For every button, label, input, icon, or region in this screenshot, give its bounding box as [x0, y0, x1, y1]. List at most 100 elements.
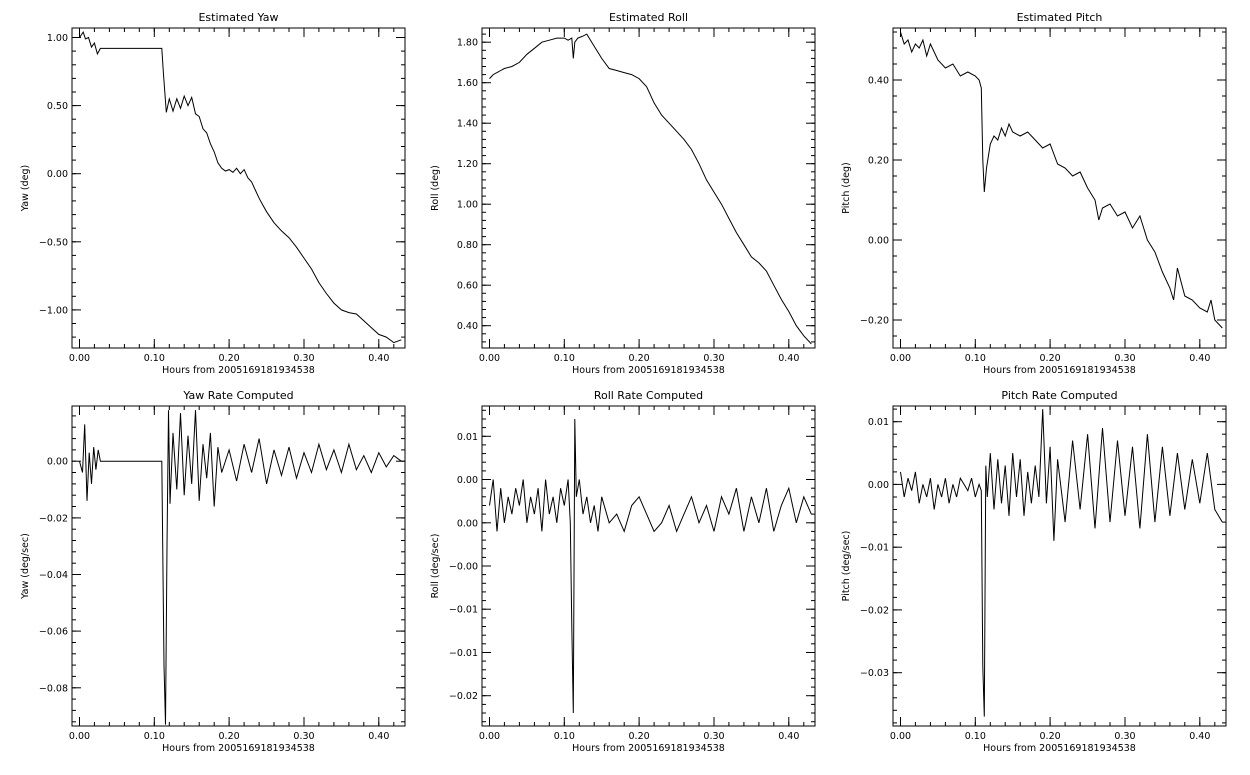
y-tick-label: 1.00	[457, 200, 478, 211]
plot-frame	[481, 27, 816, 349]
y-tick-label: 0.40	[868, 76, 889, 87]
y-tick-label: −0.02	[860, 605, 889, 616]
x-tick-label: 0.10	[554, 353, 575, 364]
chart-panel-5: Pitch Rate Computed 0.00 0.10 0.20 0.30 0.40 0…	[841, 389, 1227, 754]
x-tick-label: 0.30	[293, 353, 314, 364]
series-line-0	[79, 410, 402, 725]
x-tick-label: 0.00	[479, 731, 500, 742]
x-tick-label: 0.00	[890, 353, 911, 364]
chart-panel-3: Yaw Rate Computed 0.00 0.10 0.20 0.30 0.40 0.0…	[20, 389, 406, 754]
chart-panel-1: Estimated Roll 0.00 0.10 0.20 0.30 0.40 1.80 1.…	[430, 11, 816, 376]
y-tick-label: 0.00	[47, 169, 68, 180]
y-tick-label: 1.60	[457, 78, 478, 89]
x-axis-label: Hours from 2005169181934538	[983, 743, 1136, 754]
x-axis-label: Hours from 2005169181934538	[572, 743, 725, 754]
y-tick-label: 0.80	[457, 240, 478, 251]
x-tick-label: 0.30	[293, 731, 314, 742]
y-tick-label: 1.80	[457, 38, 478, 49]
x-tick-label: 0.10	[144, 353, 165, 364]
x-tick-label: 0.00	[69, 353, 90, 364]
x-tick-label: 0.20	[219, 731, 240, 742]
y-tick-label: 0.00	[47, 457, 68, 468]
x-tick-label: 0.40	[1189, 731, 1210, 742]
chart-panel-2: Estimated Pitch 0.00 0.10 0.20 0.30 0.40 0.40 0…	[841, 11, 1227, 376]
series-line-0	[900, 31, 1223, 329]
x-tick-label: 0.20	[1040, 731, 1061, 742]
x-axis-label: Hours from 2005169181934538	[572, 365, 725, 376]
x-axis-label: Hours from 2005169181934538	[162, 743, 315, 754]
x-tick-label: 0.00	[69, 731, 90, 742]
x-tick-label: 0.10	[554, 731, 575, 742]
x-tick-label: 0.00	[479, 353, 500, 364]
chart-title: Estimated Yaw	[198, 11, 278, 24]
plot-frame	[71, 27, 406, 349]
y-tick-label: −0.03	[860, 668, 889, 679]
y-tick-label: −0.02	[39, 513, 68, 524]
plot-frame	[892, 405, 1227, 727]
y-tick-label: 0.00	[868, 236, 889, 247]
y-tick-label: −0.06	[39, 627, 68, 638]
y-axis-label: Yaw (deg/sec)	[20, 533, 31, 600]
y-tick-label: −0.01	[449, 605, 478, 616]
plot-frame	[71, 405, 406, 727]
x-tick-label: 0.20	[219, 353, 240, 364]
y-tick-label: −0.02	[449, 691, 478, 702]
series-line-0	[900, 409, 1223, 717]
x-tick-label: 0.40	[368, 353, 389, 364]
x-axis-label: Hours from 2005169181934538	[162, 365, 315, 376]
y-tick-label: 0.60	[457, 281, 478, 292]
y-axis-label: Roll (deg)	[430, 165, 441, 211]
y-axis-label: Pitch (deg)	[841, 162, 852, 213]
x-tick-label: 0.30	[1114, 731, 1135, 742]
x-tick-label: 0.30	[703, 731, 724, 742]
series-line-0	[489, 418, 812, 714]
series-line-0	[489, 33, 812, 345]
x-tick-label: 0.00	[890, 731, 911, 742]
x-tick-label: 0.40	[778, 731, 799, 742]
series-line-0	[79, 30, 402, 344]
x-tick-label: 0.10	[144, 731, 165, 742]
y-tick-label: 0.00	[457, 475, 478, 486]
y-tick-label: −0.01	[860, 543, 889, 554]
y-tick-label: 1.20	[457, 159, 478, 170]
x-tick-label: 0.40	[368, 731, 389, 742]
y-tick-label: −0.01	[449, 648, 478, 659]
x-tick-label: 0.20	[629, 731, 650, 742]
chart-title: Estimated Pitch	[1017, 11, 1103, 24]
x-tick-label: 0.40	[778, 353, 799, 364]
chart-title: Pitch Rate Computed	[1001, 389, 1117, 402]
x-tick-label: 0.40	[1189, 353, 1210, 364]
y-tick-label: −1.00	[39, 305, 68, 316]
y-tick-label: 0.00	[457, 518, 478, 529]
x-tick-label: 0.10	[965, 731, 986, 742]
y-tick-label: −0.50	[39, 237, 68, 248]
y-tick-label: 0.20	[868, 156, 889, 167]
y-tick-label: 1.40	[457, 119, 478, 130]
y-tick-label: 0.01	[868, 417, 889, 428]
chart-panel-0: Estimated Yaw 0.00 0.10 0.20 0.30 0.40 1.00 0.5…	[20, 11, 406, 376]
y-tick-label: 0.40	[457, 321, 478, 332]
chart-title: Yaw Rate Computed	[182, 389, 293, 402]
chart-title: Estimated Roll	[609, 11, 688, 24]
y-axis-label: Pitch (deg/sec)	[841, 531, 852, 602]
x-tick-label: 0.20	[1040, 353, 1061, 364]
plot-frame	[481, 405, 816, 727]
x-tick-label: 0.30	[703, 353, 724, 364]
y-tick-label: −0.20	[860, 316, 889, 327]
y-tick-label: 1.00	[47, 33, 68, 44]
x-tick-label: 0.30	[1114, 353, 1135, 364]
x-tick-label: 0.10	[965, 353, 986, 364]
y-tick-label: −0.08	[39, 683, 68, 694]
chart-title: Roll Rate Computed	[594, 389, 703, 402]
chart-panel-4: Roll Rate Computed 0.00 0.10 0.20 0.30 0.40 0.…	[430, 389, 816, 754]
y-tick-label: −0.04	[39, 570, 68, 581]
x-axis-label: Hours from 2005169181934538	[983, 365, 1136, 376]
y-tick-label: −0.00	[449, 562, 478, 573]
x-tick-label: 0.20	[629, 353, 650, 364]
y-tick-label: 0.50	[47, 101, 68, 112]
plot-frame	[892, 27, 1227, 349]
y-tick-label: 0.01	[457, 432, 478, 443]
y-tick-label: 0.00	[868, 480, 889, 491]
y-axis-label: Yaw (deg)	[20, 165, 31, 212]
